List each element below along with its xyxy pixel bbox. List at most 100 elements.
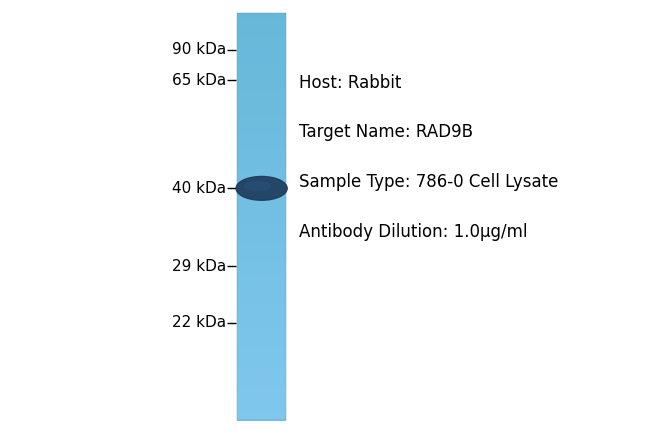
Bar (237, 89, 286, 91)
Bar (237, 50, 286, 52)
Bar (237, 61, 286, 62)
Bar (237, 397, 286, 399)
Bar (237, 107, 286, 108)
Bar (237, 383, 286, 385)
Bar (237, 385, 286, 387)
Bar (237, 381, 286, 382)
Bar (237, 177, 286, 179)
Text: 65 kDa: 65 kDa (172, 73, 226, 87)
Bar (237, 275, 286, 277)
Bar (237, 159, 286, 162)
Bar (237, 24, 286, 26)
Bar (237, 328, 286, 330)
Bar (237, 225, 286, 226)
Bar (237, 104, 286, 106)
Bar (237, 112, 286, 114)
Bar (237, 309, 286, 310)
Bar (237, 314, 286, 316)
Bar (237, 374, 286, 376)
Bar (237, 128, 286, 130)
Bar (237, 155, 286, 157)
Bar (237, 386, 286, 388)
Bar (237, 252, 286, 254)
Bar (237, 168, 286, 169)
Bar (237, 194, 286, 195)
Bar (237, 78, 286, 80)
Bar (237, 25, 286, 27)
Bar (237, 219, 286, 221)
Bar (237, 139, 286, 141)
Bar (237, 129, 286, 132)
Bar (237, 195, 286, 197)
Bar (237, 208, 286, 210)
Bar (237, 346, 286, 347)
Bar (237, 146, 286, 148)
Bar (237, 20, 286, 22)
Bar (237, 147, 286, 149)
Bar (237, 94, 286, 96)
Bar (237, 291, 286, 293)
Text: Host: Rabbit: Host: Rabbit (299, 74, 402, 92)
Bar (237, 105, 286, 107)
Bar (237, 215, 286, 217)
Bar (237, 269, 286, 271)
Bar (237, 136, 286, 138)
Bar (237, 330, 286, 332)
Bar (237, 103, 286, 104)
Bar (237, 158, 286, 160)
Bar (237, 172, 286, 174)
Bar (237, 169, 286, 171)
Bar (237, 233, 286, 235)
Bar (237, 150, 286, 152)
Text: Target Name: RAD9B: Target Name: RAD9B (299, 123, 473, 142)
Bar (237, 417, 286, 419)
Bar (237, 123, 286, 125)
Bar (237, 238, 286, 240)
Bar (237, 117, 286, 120)
Bar (237, 13, 286, 420)
Bar (237, 407, 286, 408)
Bar (237, 241, 286, 243)
Bar (237, 390, 286, 392)
Bar (237, 419, 286, 420)
Bar (237, 264, 286, 266)
Bar (237, 250, 286, 252)
Bar (237, 206, 286, 207)
Bar (237, 119, 286, 121)
Bar (237, 416, 286, 418)
Bar (237, 378, 286, 380)
Bar (237, 261, 286, 263)
Bar (237, 115, 286, 116)
Ellipse shape (236, 177, 287, 200)
Bar (237, 214, 286, 216)
Bar (237, 93, 286, 95)
Bar (237, 23, 286, 24)
Bar (237, 396, 286, 397)
Bar (237, 297, 286, 298)
Bar (237, 288, 286, 290)
Bar (237, 333, 286, 335)
Bar (237, 393, 286, 395)
Bar (237, 367, 286, 369)
Bar (237, 302, 286, 304)
Bar (237, 339, 286, 340)
Bar (237, 122, 286, 123)
Bar (237, 54, 286, 55)
Bar (237, 363, 286, 365)
Bar (237, 82, 286, 84)
Bar (237, 131, 286, 133)
Bar (237, 98, 286, 100)
Bar (237, 347, 286, 349)
Bar (237, 268, 286, 270)
Bar (237, 143, 286, 145)
Bar (237, 284, 286, 286)
Bar (237, 405, 286, 407)
Bar (237, 245, 286, 247)
Bar (237, 56, 286, 58)
Bar (237, 271, 286, 273)
Bar (237, 33, 286, 35)
Text: Sample Type: 786-0 Cell Lysate: Sample Type: 786-0 Cell Lysate (299, 173, 558, 191)
Bar (237, 263, 286, 265)
Bar (237, 306, 286, 308)
Bar (237, 295, 286, 297)
